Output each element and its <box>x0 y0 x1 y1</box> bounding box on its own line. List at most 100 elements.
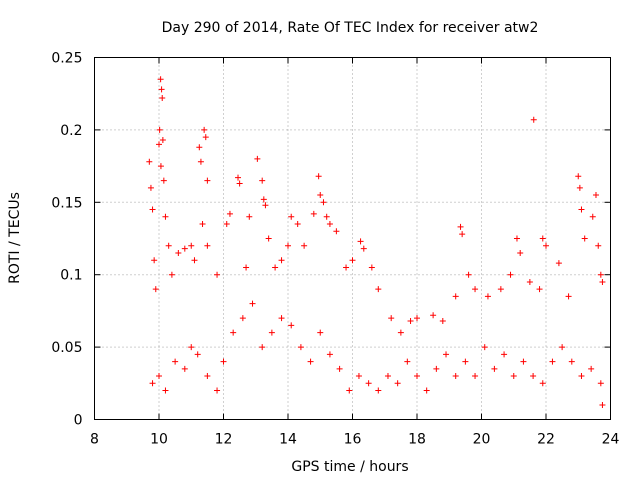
data-point <box>404 358 411 365</box>
x-tick-label: 16 <box>344 432 362 448</box>
x-tick-label: 20 <box>473 432 491 448</box>
data-point <box>246 213 253 220</box>
grid <box>94 57 611 420</box>
data-point <box>326 221 333 228</box>
y-tick-label: 0 <box>74 413 83 429</box>
y-tick-label: 0.15 <box>51 195 82 211</box>
data-point <box>265 235 272 242</box>
data-point <box>159 95 166 102</box>
y-tick-label: 0.2 <box>60 123 82 139</box>
data-point <box>360 245 367 252</box>
y-tick-label: 0.05 <box>51 340 82 356</box>
data-point <box>223 221 230 228</box>
data-point <box>526 278 533 285</box>
data-point <box>459 231 466 238</box>
data-point <box>536 286 543 293</box>
data-point <box>375 286 382 293</box>
data-point <box>430 312 437 319</box>
data-point <box>249 300 256 307</box>
data-point <box>530 373 537 380</box>
data-point <box>172 358 179 365</box>
data-point <box>539 380 546 387</box>
data-point <box>472 286 479 293</box>
data-point <box>320 199 327 206</box>
data-point <box>595 242 602 249</box>
y-tick-label: 0.1 <box>60 268 82 284</box>
chart-title: Day 290 of 2014, Rate Of TEC Index for r… <box>162 20 539 36</box>
data-point <box>288 213 295 220</box>
data-point <box>315 173 322 180</box>
tick-labels: 8 10 12 14 16 18 20 22 24 0 0.05 0.1 0.15 0.2 0.25 <box>51 51 619 448</box>
data-point <box>530 116 537 123</box>
data-point <box>147 184 154 191</box>
data-point <box>397 329 404 336</box>
data-point <box>357 238 364 245</box>
data-point <box>243 264 250 271</box>
data-point <box>181 245 188 252</box>
data-point <box>568 358 575 365</box>
data-point <box>457 223 464 230</box>
data-point <box>589 213 596 220</box>
data-point <box>443 351 450 358</box>
data-point <box>235 174 242 181</box>
data-point <box>491 365 498 372</box>
data-point <box>159 137 166 144</box>
data-point <box>239 315 246 322</box>
data-point <box>423 387 430 394</box>
data-point <box>481 344 488 351</box>
data-point <box>343 264 350 271</box>
data-point <box>581 235 588 242</box>
data-point <box>452 373 459 380</box>
data-point <box>597 380 604 387</box>
data-point <box>317 329 324 336</box>
data-point <box>301 242 308 249</box>
x-axis-label: GPS time / hours <box>291 459 408 475</box>
data-point <box>346 387 353 394</box>
data-point <box>355 373 362 380</box>
data-point <box>259 344 266 351</box>
data-point <box>214 271 221 278</box>
data-point <box>268 329 275 336</box>
data-point <box>158 86 165 93</box>
data-point <box>199 221 206 228</box>
data-point <box>149 380 156 387</box>
data-point <box>388 315 395 322</box>
data-point <box>317 192 324 199</box>
data-point <box>575 173 582 180</box>
data-point <box>260 196 267 203</box>
data-point <box>156 373 162 380</box>
data-point <box>576 184 583 191</box>
data-point <box>513 235 520 242</box>
data-point <box>226 210 233 217</box>
data-point <box>375 387 382 394</box>
data-point <box>414 315 420 322</box>
data-point <box>407 318 414 325</box>
data-point <box>297 344 304 351</box>
data-point <box>188 344 195 351</box>
data-point <box>288 322 295 329</box>
data-point <box>197 158 204 165</box>
data-point <box>162 387 169 394</box>
data-points <box>146 76 606 409</box>
data-point <box>323 213 330 220</box>
data-point <box>168 271 175 278</box>
data-point <box>201 126 208 133</box>
data-point <box>204 177 211 184</box>
data-point <box>214 387 221 394</box>
data-point <box>599 402 606 409</box>
data-point <box>439 318 446 325</box>
data-point <box>578 206 585 213</box>
data-point <box>272 264 279 271</box>
data-point <box>484 293 491 300</box>
x-tick-label: 24 <box>602 432 620 448</box>
data-point <box>149 206 156 213</box>
data-point <box>175 249 182 256</box>
data-point <box>368 264 375 271</box>
data-point <box>157 76 164 83</box>
data-point <box>194 351 201 358</box>
data-point <box>262 202 269 209</box>
y-tick-label: 0.25 <box>51 51 82 67</box>
data-point <box>146 158 153 165</box>
data-point <box>278 257 285 264</box>
data-point <box>156 126 163 133</box>
